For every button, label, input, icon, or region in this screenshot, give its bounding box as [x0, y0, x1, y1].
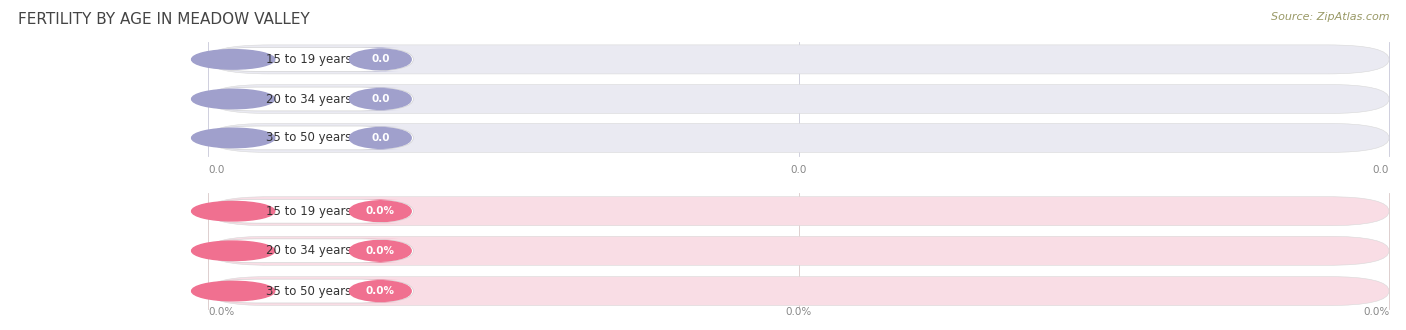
Text: 35 to 50 years: 35 to 50 years [266, 131, 352, 145]
Circle shape [191, 241, 274, 261]
FancyBboxPatch shape [208, 197, 1389, 226]
FancyBboxPatch shape [349, 126, 412, 150]
FancyBboxPatch shape [205, 199, 413, 223]
Text: 0.0%: 0.0% [366, 206, 395, 216]
Text: 0.0%: 0.0% [1362, 308, 1389, 317]
Text: 15 to 19 years: 15 to 19 years [266, 53, 352, 66]
FancyBboxPatch shape [349, 199, 412, 223]
FancyBboxPatch shape [349, 48, 412, 71]
FancyBboxPatch shape [208, 236, 1389, 265]
Circle shape [191, 281, 274, 301]
Circle shape [191, 89, 274, 109]
FancyBboxPatch shape [205, 48, 413, 71]
Text: 0.0: 0.0 [1372, 165, 1389, 175]
FancyBboxPatch shape [205, 126, 413, 150]
FancyBboxPatch shape [349, 239, 412, 263]
FancyBboxPatch shape [208, 277, 1389, 306]
Text: 0.0: 0.0 [790, 165, 807, 175]
Text: 0.0: 0.0 [208, 165, 225, 175]
FancyBboxPatch shape [205, 87, 413, 111]
Text: 0.0: 0.0 [371, 54, 389, 64]
FancyBboxPatch shape [208, 45, 1389, 74]
Text: Source: ZipAtlas.com: Source: ZipAtlas.com [1271, 12, 1389, 21]
Text: 0.0%: 0.0% [366, 286, 395, 296]
Text: 15 to 19 years: 15 to 19 years [266, 205, 352, 218]
Text: 0.0%: 0.0% [208, 308, 235, 317]
Text: 20 to 34 years: 20 to 34 years [266, 244, 352, 257]
Circle shape [191, 201, 274, 221]
Text: 0.0: 0.0 [371, 133, 389, 143]
FancyBboxPatch shape [205, 279, 413, 303]
Text: 0.0%: 0.0% [786, 308, 811, 317]
FancyBboxPatch shape [208, 123, 1389, 152]
FancyBboxPatch shape [349, 87, 412, 111]
Circle shape [191, 50, 274, 69]
Text: 20 to 34 years: 20 to 34 years [266, 92, 352, 106]
FancyBboxPatch shape [205, 239, 413, 263]
Text: 0.0%: 0.0% [366, 246, 395, 256]
Text: FERTILITY BY AGE IN MEADOW VALLEY: FERTILITY BY AGE IN MEADOW VALLEY [18, 12, 311, 26]
FancyBboxPatch shape [349, 279, 412, 303]
FancyBboxPatch shape [208, 84, 1389, 114]
Text: 0.0: 0.0 [371, 94, 389, 104]
Circle shape [191, 128, 274, 148]
Text: 35 to 50 years: 35 to 50 years [266, 284, 352, 298]
